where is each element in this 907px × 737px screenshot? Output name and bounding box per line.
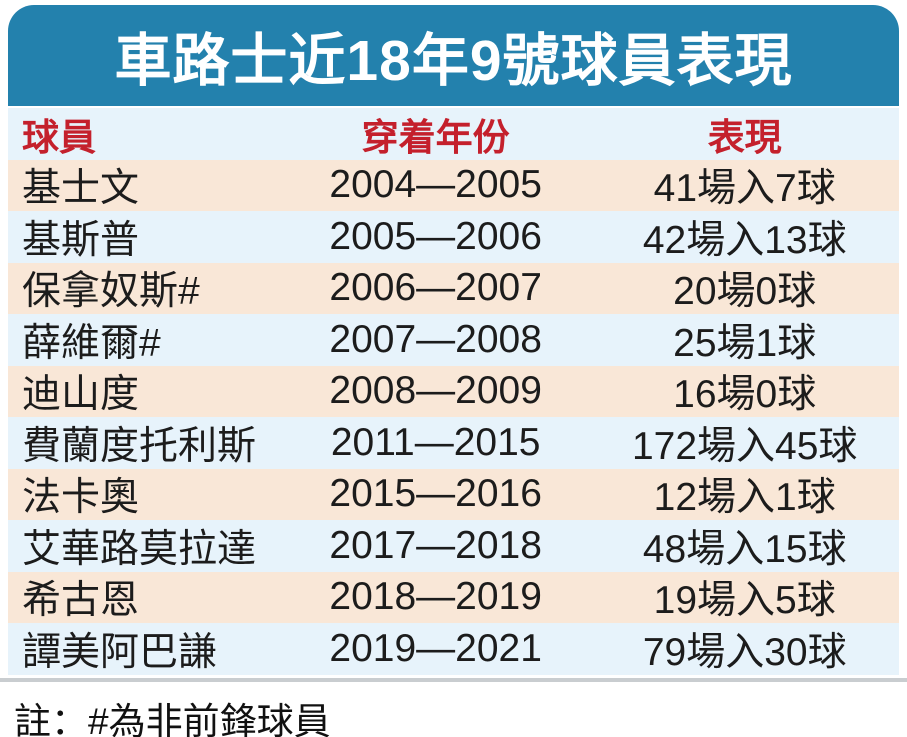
table-row: 法卡奧 2015—2016 12場入1球 <box>8 468 899 520</box>
player-name-cell: 基斯普 <box>22 218 140 262</box>
performance-cell: 79場入30球 <box>642 630 847 674</box>
performance-cell: 42場入13球 <box>642 218 847 262</box>
header-cell-player: 球員 <box>22 116 96 158</box>
years-cell: 2008—2009 <box>329 369 542 413</box>
page-title: 車路士近18年9號球員表現 <box>114 28 793 93</box>
performance-cell: 20場0球 <box>673 270 817 314</box>
years-cell: 2011—2015 <box>330 420 541 464</box>
table-row: 艾華路莫拉達 2017—2018 48場入15球 <box>8 520 899 572</box>
player-name-cell: 迪山度 <box>22 373 140 417</box>
years-cell: 2017—2018 <box>329 523 542 567</box>
title-bar: 車路士近18年9號球員表現 <box>8 5 899 106</box>
player-name-cell: 保拿奴斯# <box>22 270 200 314</box>
footnote: 註：#為非前鋒球員 <box>14 701 331 737</box>
table-row: 譚美阿巴謙 2019—2021 79場入30球 <box>8 623 899 675</box>
player-name-cell: 基士文 <box>22 167 140 211</box>
table-header-row: 球員 穿着年份 表現 <box>8 108 899 160</box>
header-cell-performance: 表現 <box>707 116 782 158</box>
header-cell-years: 穿着年份 <box>361 116 510 158</box>
years-cell: 2006—2007 <box>329 266 542 310</box>
years-cell: 2019—2021 <box>329 626 542 670</box>
table-row: 希古恩 2018—2019 19場入5球 <box>8 571 899 623</box>
player-name-cell: 艾華路莫拉達 <box>22 527 257 571</box>
players-table: 球員 穿着年份 表現 基士文 2004—2005 41場入7球 基斯普 2005… <box>8 108 899 675</box>
years-cell: 2004—2005 <box>329 163 542 207</box>
player-name-cell: 薛維爾# <box>22 321 161 365</box>
table-row: 薛維爾# 2007—2008 25場1球 <box>8 314 899 366</box>
performance-cell: 19場入5球 <box>653 579 836 623</box>
table-row: 保拿奴斯# 2006—2007 20場0球 <box>8 262 899 314</box>
table-row: 基斯普 2005—2006 42場入13球 <box>8 211 899 263</box>
player-name-cell: 譚美阿巴謙 <box>22 630 218 674</box>
table-row: 基士文 2004—2005 41場入7球 <box>8 159 899 211</box>
player-name-cell: 法卡奧 <box>22 476 140 520</box>
years-cell: 2015—2016 <box>329 472 542 516</box>
performance-cell: 48場入15球 <box>642 527 847 571</box>
performance-cell: 12場入1球 <box>653 476 836 520</box>
performance-cell: 16場0球 <box>673 373 817 417</box>
divider <box>0 678 907 682</box>
table-row: 費蘭度托利斯 2011—2015 172場入45球 <box>8 417 899 469</box>
player-name-cell: 費蘭度托利斯 <box>22 424 257 468</box>
performance-cell: 41場入7球 <box>653 167 836 211</box>
performance-cell: 25場1球 <box>673 321 817 365</box>
performance-cell: 172場入45球 <box>631 424 858 468</box>
years-cell: 2018—2019 <box>329 575 542 619</box>
player-name-cell: 希古恩 <box>22 579 140 623</box>
years-cell: 2007—2008 <box>329 317 542 361</box>
infographic-card: 車路士近18年9號球員表現 球員 穿着年份 表現 基士文 2004—2005 4… <box>8 5 899 675</box>
table-row: 迪山度 2008—2009 16場0球 <box>8 365 899 417</box>
years-cell: 2005—2006 <box>329 214 542 258</box>
